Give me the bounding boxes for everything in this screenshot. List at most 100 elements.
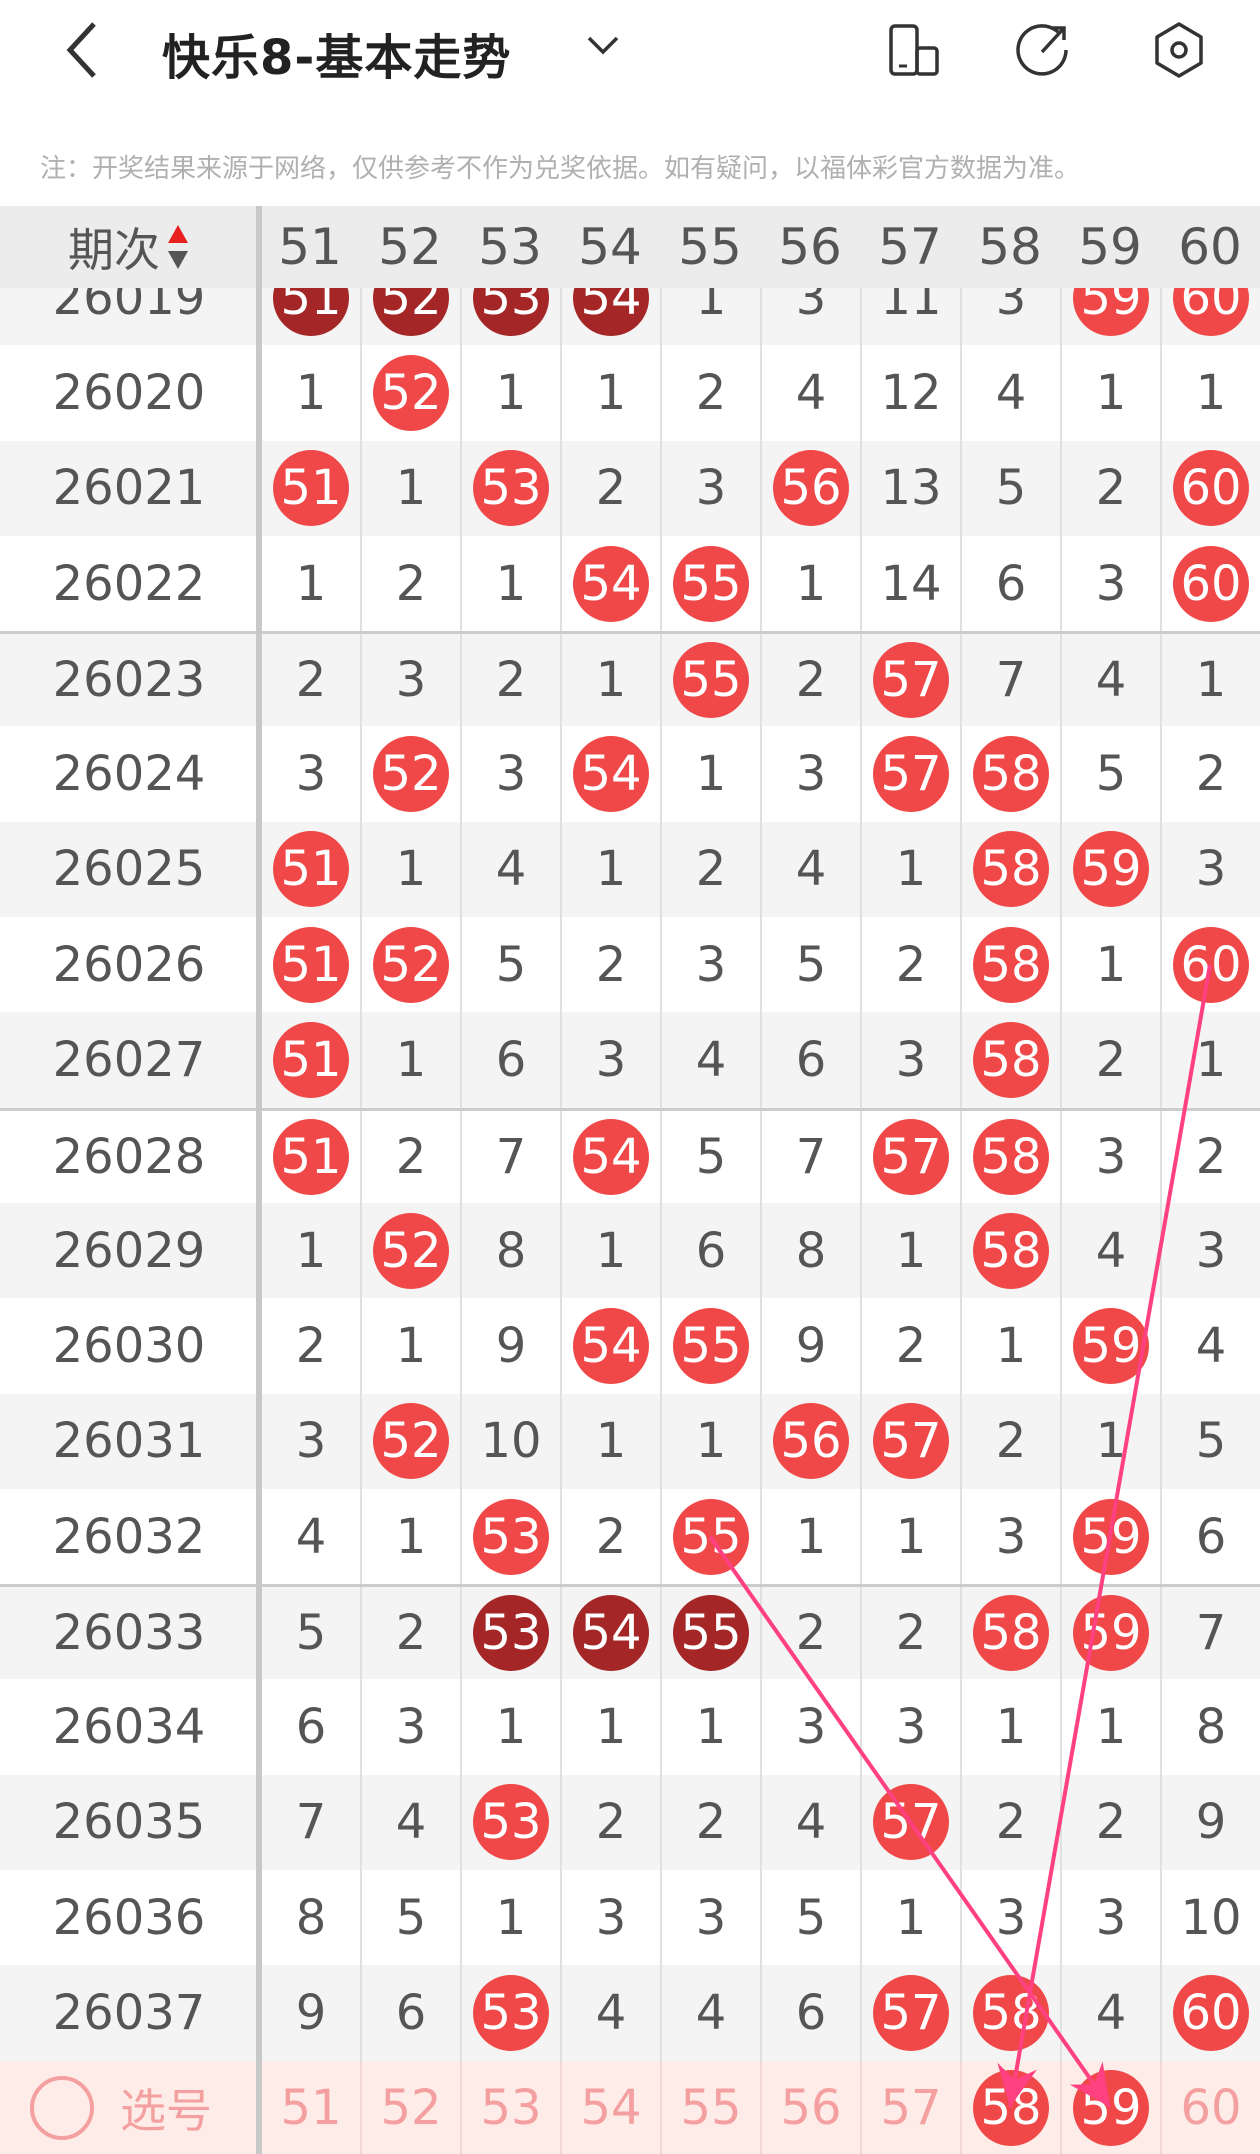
- miss-count-cell: 1: [460, 535, 560, 632]
- period-cell: 26022: [52, 555, 206, 612]
- miss-count-cell: 6: [360, 1965, 460, 2061]
- number-cell: 57: [860, 634, 960, 727]
- number-cell: 60: [1160, 917, 1260, 1013]
- number-cell: 57: [860, 1774, 960, 1871]
- miss-count-cell: 2: [260, 634, 360, 727]
- select-number-53[interactable]: 53: [460, 2061, 560, 2154]
- drawn-number-ball: 57: [873, 1784, 949, 1861]
- table-row: 26029 1 52 8 1 6 8 1 58 4 3: [0, 1202, 1260, 1299]
- drawn-number-ball: 57: [873, 642, 949, 719]
- back-icon[interactable]: [58, 20, 108, 80]
- drawn-number-ball: 58: [973, 831, 1049, 908]
- miss-count-cell: 9: [260, 1965, 360, 2061]
- table-row: 26036 8 5 1 3 3 5 1 3 3 10: [0, 1870, 1260, 1966]
- miss-count-cell: 3: [760, 1679, 860, 1775]
- drawn-number-ball: 58: [973, 1974, 1049, 2051]
- trend-table[interactable]: 26019 51 52 53 54 1 3 11 3 59 60 26020 1 52 1 1 2 4 12 4 1 1 2…: [0, 288, 1260, 2061]
- period-header[interactable]: 期次: [0, 206, 258, 288]
- miss-count-cell: 8: [760, 1202, 860, 1299]
- page-title[interactable]: 快乐8-基本走势: [162, 30, 512, 86]
- period-cell: 26029: [52, 1222, 206, 1279]
- select-number-56[interactable]: 56: [760, 2061, 860, 2154]
- drawn-number-ball: 60: [1173, 926, 1249, 1003]
- drawn-number-ball: 57: [873, 1118, 949, 1195]
- select-number-57[interactable]: 57: [860, 2061, 960, 2154]
- select-number-60[interactable]: 60: [1160, 2061, 1260, 2154]
- miss-count-cell: 2: [1160, 726, 1260, 822]
- select-number-55[interactable]: 55: [660, 2061, 760, 2154]
- miss-count-cell: 2: [760, 1587, 860, 1680]
- number-cell: 53: [460, 440, 560, 536]
- drawn-number-ball: 52: [373, 288, 449, 336]
- miss-count-cell: 1: [360, 1298, 460, 1394]
- period-cell: 26027: [52, 1032, 206, 1089]
- select-number-59[interactable]: 59: [1060, 2061, 1160, 2154]
- miss-count-cell: 6: [760, 1012, 860, 1108]
- miss-count-cell: 2: [360, 1587, 460, 1680]
- miss-count-cell: 3: [1060, 535, 1160, 632]
- miss-count-cell: 1: [860, 1202, 960, 1299]
- drawn-number-ball: 51: [273, 288, 349, 336]
- selected-number-ball[interactable]: 58: [973, 2069, 1049, 2146]
- column-header-52: 52: [378, 218, 442, 276]
- layout-toggle-icon[interactable]: [885, 20, 945, 80]
- drawn-number-ball: 52: [373, 926, 449, 1003]
- select-number-58[interactable]: 58: [960, 2061, 1060, 2154]
- miss-count-cell: 6: [660, 1202, 760, 1299]
- column-header-56: 56: [778, 218, 842, 276]
- drawn-number-ball: 52: [373, 1403, 449, 1480]
- miss-count-cell: 4: [660, 1012, 760, 1108]
- number-cell: 58: [960, 1587, 1060, 1680]
- miss-count-cell: 8: [260, 1870, 360, 1966]
- miss-count-cell: 4: [760, 345, 860, 441]
- number-cell: 59: [1060, 1488, 1160, 1585]
- drawn-number-ball: 60: [1173, 288, 1249, 336]
- miss-count-cell: 11: [860, 288, 960, 346]
- number-cell: 56: [760, 1393, 860, 1489]
- number-cell: 59: [1060, 1587, 1160, 1680]
- drawn-number-ball: 55: [673, 642, 749, 719]
- number-cell: 60: [1160, 288, 1260, 346]
- select-number-52[interactable]: 52: [360, 2061, 460, 2154]
- share-icon[interactable]: [1014, 20, 1074, 80]
- drawn-number-ball: 60: [1173, 1974, 1249, 2051]
- drawn-number-ball: 55: [673, 1595, 749, 1672]
- miss-count-cell: 1: [360, 440, 460, 536]
- selected-number-ball[interactable]: 59: [1073, 2069, 1149, 2146]
- settings-icon[interactable]: [1149, 20, 1209, 80]
- miss-count-cell: 4: [260, 1488, 360, 1585]
- miss-count-cell: 2: [1060, 1012, 1160, 1108]
- number-cell: 53: [460, 1774, 560, 1871]
- drawn-number-ball: 53: [473, 450, 549, 527]
- number-cell: 60: [1160, 535, 1260, 632]
- select-all-toggle[interactable]: 选号: [30, 2061, 212, 2154]
- select-number-51[interactable]: 51: [260, 2061, 360, 2154]
- period-cell: 26030: [52, 1317, 206, 1374]
- miss-count-cell: 1: [460, 345, 560, 441]
- period-cell: 26020: [52, 364, 206, 421]
- miss-count-cell: 4: [460, 821, 560, 918]
- sort-icon[interactable]: [166, 223, 190, 271]
- drawn-number-ball: 51: [273, 831, 349, 908]
- drawn-number-ball: 60: [1173, 450, 1249, 527]
- miss-count-cell: 1: [760, 1488, 860, 1585]
- table-header: 期次 51 52 53 54 55 56 57 58 59 60: [0, 206, 1260, 288]
- number-cell: 60: [1160, 440, 1260, 536]
- number-cell: 52: [360, 1393, 460, 1489]
- miss-count-cell: 2: [1160, 1110, 1260, 1203]
- miss-count-cell: 1: [260, 1202, 360, 1299]
- period-cell: 26023: [52, 652, 206, 709]
- radio-circle-icon[interactable]: [30, 2075, 94, 2140]
- miss-count-cell: 2: [660, 1774, 760, 1871]
- drawn-number-ball: 53: [473, 1974, 549, 2051]
- miss-count-cell: 1: [860, 1870, 960, 1966]
- miss-count-cell: 5: [460, 917, 560, 1013]
- miss-count-cell: 4: [1160, 1298, 1260, 1394]
- miss-count-cell: 2: [560, 917, 660, 1013]
- period-cell: 26037: [52, 1984, 206, 2041]
- period-cell: 26031: [52, 1413, 206, 1470]
- miss-count-cell: 7: [760, 1110, 860, 1203]
- select-number-54[interactable]: 54: [560, 2061, 660, 2154]
- chevron-down-icon[interactable]: [585, 30, 621, 60]
- miss-count-cell: 1: [1060, 917, 1160, 1013]
